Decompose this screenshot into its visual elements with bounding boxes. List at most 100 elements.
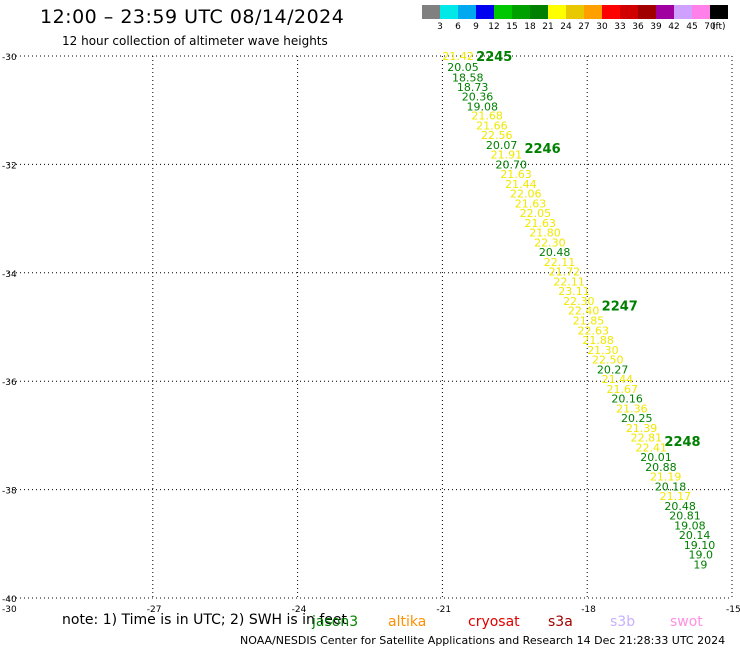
wave-height-label: 20.01 (640, 451, 672, 464)
colorbar-tick-label: 3 (437, 22, 443, 32)
footer-credit: NOAA/NESDIS Center for Satellite Applica… (240, 634, 726, 647)
wave-height-label: 21.17 (660, 490, 692, 503)
colorbar-tick-label: 42 (668, 22, 680, 32)
wave-height-label: 21.44 (505, 178, 537, 191)
colorbar-tick-label: 39 (650, 22, 662, 32)
wave-height-label: 18.58 (452, 72, 484, 85)
wave-height-label: 20.14 (679, 529, 711, 542)
satellite-source-label: s3b (610, 614, 636, 630)
y-tick-label: -34 (2, 270, 17, 280)
wave-height-label: 22.06 (510, 188, 542, 201)
colorbar-tick-label: 9 (473, 22, 479, 32)
wave-height-label: 19 (693, 558, 707, 571)
wave-height-label: 22.11 (553, 275, 585, 288)
wave-height-label: 21.80 (529, 227, 561, 240)
wave-height-label: 20.27 (597, 363, 629, 376)
page-title: 12:00 – 23:59 UTC 08/14/2024 (40, 6, 345, 28)
wave-height-label: 22.63 (578, 324, 610, 337)
colorbar-tick-label: 33 (614, 22, 626, 32)
colorbar-tick-label: 45 (686, 22, 698, 32)
wave-height-label: 20.07 (486, 139, 517, 152)
colorbar-swatch (476, 5, 494, 19)
x-tick-label: -21 (436, 605, 451, 615)
wave-height-label: 22.56 (481, 129, 512, 142)
wave-height-label: 21.44 (602, 373, 634, 386)
satellite-source-label: s3a (548, 614, 573, 630)
y-tick-label: -32 (2, 161, 17, 171)
wave-height-label: 22.50 (592, 354, 624, 367)
wave-height-label: 22.30 (534, 236, 566, 249)
wave-height-label: 20.25 (621, 412, 653, 425)
wave-height-label: 21.85 (573, 314, 605, 327)
colorbar-swatch (692, 5, 710, 19)
colorbar-swatch (638, 5, 656, 19)
x-tick-label: -27 (147, 605, 162, 615)
colorbar-swatch (584, 5, 602, 19)
colorbar-tick-label: 15 (506, 22, 518, 32)
wave-height-label: 21.42 (442, 50, 474, 63)
wave-height-label: 22.05 (520, 207, 552, 220)
colorbar-swatch (440, 5, 458, 19)
pass-time-label: 2247 (602, 299, 638, 314)
satellite-source-label: cryosat (468, 614, 520, 630)
wave-height-label: 20.48 (539, 246, 571, 259)
colorbar-swatch (530, 5, 548, 19)
wave-height-label: 21.39 (626, 422, 658, 435)
wave-height-label: 23.11 (558, 285, 590, 298)
colorbar-swatch (674, 5, 692, 19)
wave-height-label: 19.10 (684, 539, 716, 552)
colorbar-legend: 3 6 9 12 15 18 21 24 27 30 33 36 39 42 45 70 (ft) (422, 5, 728, 35)
x-tick-label: -24 (292, 605, 307, 615)
page-subtitle: 12 hour collection of altimeter wave hei… (62, 34, 328, 48)
colorbar-unit: (ft) (712, 22, 726, 32)
colorbar-swatch (548, 5, 566, 19)
colorbar-tick-label: 21 (542, 22, 554, 32)
colorbar-tick-label: 36 (632, 22, 644, 32)
satellite-source-label: swot (670, 614, 703, 630)
y-tick-label: -40 (2, 595, 17, 605)
wave-height-label: 20.16 (611, 393, 643, 406)
x-tick-label: -18 (581, 605, 596, 615)
wave-height-label: 22.40 (568, 305, 600, 318)
colorbar-tick-label: 30 (596, 22, 608, 32)
wave-height-label: 21.63 (500, 168, 532, 181)
colorbar-swatch (620, 5, 638, 19)
colorbar-swatch (458, 5, 476, 19)
wave-height-label: 19.08 (674, 519, 706, 532)
wave-height-label: 20.70 (495, 158, 527, 171)
wave-height-label: 21.72 (549, 266, 581, 279)
wave-height-label: 21.36 (616, 402, 648, 415)
wave-height-label: 22.41 (635, 441, 667, 454)
y-tick-label: -30 (2, 53, 17, 63)
wave-height-label: 21.19 (650, 471, 682, 484)
colorbar-tick-label: 24 (560, 22, 572, 32)
x-tick-label: -30 (2, 605, 17, 615)
colorbar-swatch (656, 5, 674, 19)
wave-height-label: 21.63 (515, 197, 547, 210)
wave-height-label: 22.11 (544, 256, 576, 269)
wave-height-label: 21.68 (471, 110, 503, 123)
y-tick-label: -36 (2, 378, 17, 388)
wave-height-label: 20.81 (669, 510, 701, 523)
wave-height-label: 20.05 (447, 61, 479, 74)
pass-time-label: 2245 (476, 50, 512, 65)
y-tick-label: -38 (2, 487, 17, 497)
colorbar-tick-label: 70 (704, 22, 716, 32)
x-tick-label: -15 (726, 605, 740, 615)
wave-height-label: 21.91 (491, 149, 522, 162)
colorbar-swatch (422, 5, 440, 19)
wave-height-label: 20.88 (645, 461, 677, 474)
satellite-source-label: jason3 (312, 614, 359, 630)
colorbar-swatch (566, 5, 584, 19)
wave-height-label: 21.67 (607, 383, 639, 396)
wave-height-label: 20.48 (664, 500, 696, 513)
pass-time-label: 2248 (664, 435, 700, 450)
colorbar-swatch (710, 5, 728, 19)
colorbar-tick-label: 12 (488, 22, 500, 32)
colorbar-tick-label: 6 (455, 22, 461, 32)
pass-time-label: 2246 (524, 142, 560, 157)
wave-height-label: 22.30 (563, 295, 595, 308)
colorbar-swatch (494, 5, 512, 19)
wave-height-label: 18.73 (457, 81, 489, 94)
colorbar-tick-label: 27 (578, 22, 590, 32)
